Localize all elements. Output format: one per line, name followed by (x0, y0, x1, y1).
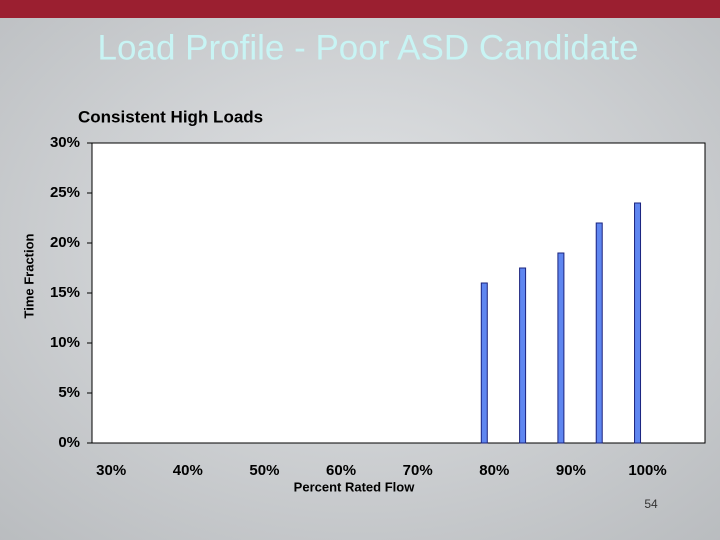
y-tick-label: 30% (50, 134, 80, 151)
x-tick-label: 60% (326, 462, 356, 479)
x-tick-label: 30% (96, 462, 126, 479)
x-tick-label: 100% (628, 462, 666, 479)
x-tick-label: 40% (173, 462, 203, 479)
x-tick-label: 90% (556, 462, 586, 479)
x-tick-label: 70% (403, 462, 433, 479)
bar (519, 267, 527, 444)
slide-title: Load Profile - Poor ASD Candidate (98, 28, 639, 67)
bar (480, 282, 488, 444)
y-tick-label: 0% (58, 434, 80, 451)
bar (557, 252, 565, 444)
y-axis-label: Time Fraction (21, 233, 36, 318)
bar (595, 222, 603, 444)
x-tick-label: 80% (479, 462, 509, 479)
y-tick-label: 10% (50, 334, 80, 351)
y-tick-label: 5% (58, 384, 80, 401)
y-tick-label: 15% (50, 284, 80, 301)
top-bar (0, 0, 720, 18)
x-tick-label: 50% (249, 462, 279, 479)
bar (634, 202, 642, 444)
plot-area (91, 142, 706, 444)
y-tick-label: 20% (50, 234, 80, 251)
chart-title: Consistent High Loads (78, 107, 263, 126)
page-number: 54 (644, 497, 658, 511)
x-axis-label: Percent Rated Flow (294, 479, 416, 494)
y-tick-label: 25% (50, 184, 80, 201)
